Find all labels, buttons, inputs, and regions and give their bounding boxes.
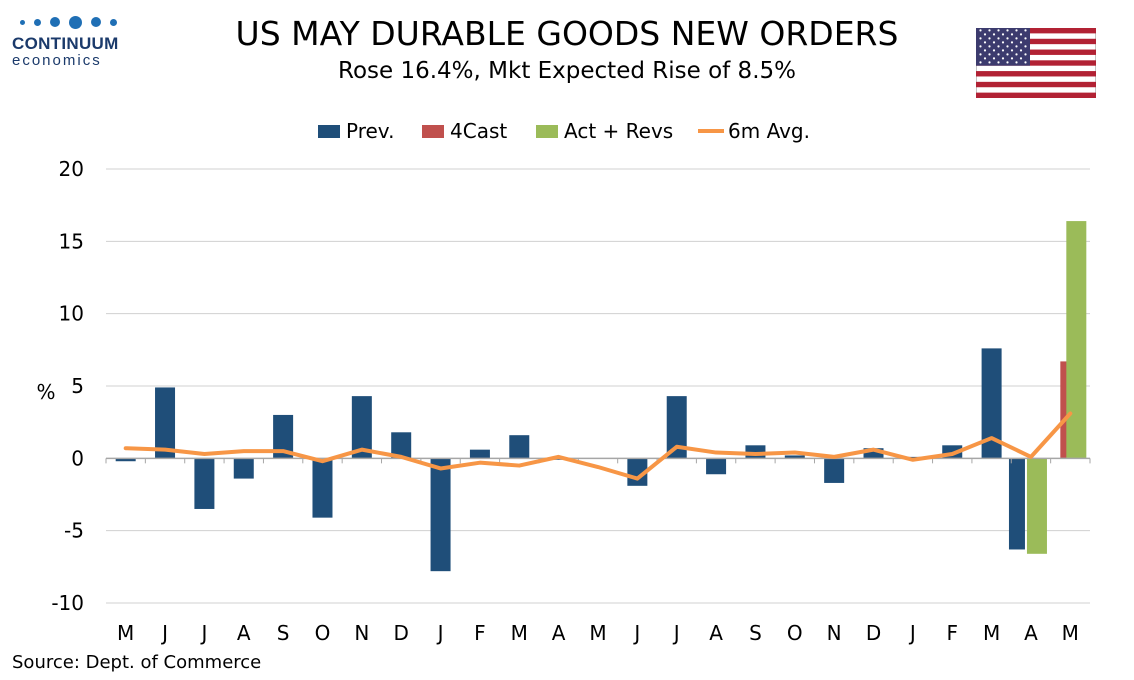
line-6m-avg <box>123 411 1073 481</box>
legend-label: 6m Avg. <box>728 119 810 143</box>
bar-prev <box>155 387 176 459</box>
y-tick-label: 15 <box>59 229 84 253</box>
bar-prev <box>194 458 215 509</box>
x-tick-label: M <box>1062 621 1079 645</box>
bar-prev <box>273 414 294 459</box>
bar-prev <box>430 458 451 572</box>
legend-swatch <box>318 125 340 138</box>
x-tick-label: J <box>672 621 680 645</box>
bar-prev <box>115 458 136 462</box>
bar-prev <box>233 458 254 479</box>
chart-subtitle: Rose 16.4%, Mkt Expected Rise of 8.5% <box>338 58 796 84</box>
bar-prev <box>391 432 412 459</box>
x-tick-label: A <box>709 621 723 645</box>
x-tick-label: N <box>827 621 842 645</box>
y-tick-label: 10 <box>59 302 84 326</box>
x-tick-label: A <box>237 621 251 645</box>
legend-swatch <box>536 125 558 138</box>
bar-prev <box>784 455 805 459</box>
logo-subtitle: economics <box>12 52 102 69</box>
bar-act-revs <box>1066 221 1087 459</box>
x-tick-label: J <box>160 621 168 645</box>
x-tick-label: N <box>354 621 369 645</box>
y-tick-label: -10 <box>51 591 84 615</box>
y-tick-label: 5 <box>71 374 84 398</box>
x-tick-label: O <box>787 621 803 645</box>
y-tick-label: 0 <box>71 446 84 470</box>
x-tick-label: F <box>474 621 486 645</box>
x-tick-label: A <box>552 621 566 645</box>
legend-swatch <box>422 125 444 138</box>
x-tick-label: M <box>983 621 1000 645</box>
us-flag-icon <box>976 28 1096 98</box>
x-tick-label: D <box>393 621 408 645</box>
bar-act-revs <box>1026 458 1047 554</box>
logo-wordmark: CONTINUUM <box>12 34 119 53</box>
logo-dots-icon <box>12 14 142 30</box>
x-tick-label: A <box>1024 621 1038 645</box>
x-tick-label: O <box>315 621 331 645</box>
legend-label: 4Cast <box>450 119 507 143</box>
x-tick-label: D <box>866 621 881 645</box>
x-tick-label: F <box>946 621 958 645</box>
x-tick-label: M <box>589 621 606 645</box>
x-tick-label: M <box>117 621 134 645</box>
x-tick-label: S <box>277 621 290 645</box>
bar-prev <box>351 396 372 459</box>
bar-prev <box>666 396 687 459</box>
bar-prev <box>509 435 530 459</box>
bar-prev <box>1008 458 1025 550</box>
bar-prev <box>824 458 845 483</box>
bar-prev <box>863 448 884 459</box>
bar-prev <box>469 449 490 459</box>
bar-prev <box>706 458 727 475</box>
legend-label: Act + Revs <box>564 119 673 143</box>
y-tick-label: -5 <box>64 519 84 543</box>
bar-4cast <box>1060 361 1069 459</box>
x-tick-label: M <box>511 621 528 645</box>
x-tick-label: S <box>749 621 762 645</box>
legend-label: Prev. <box>346 119 394 143</box>
y-tick-label: 20 <box>59 157 84 181</box>
x-tick-label: J <box>436 621 444 645</box>
chart-title: US MAY DURABLE GOODS NEW ORDERS <box>235 14 899 53</box>
x-tick-label: J <box>199 621 207 645</box>
continuum-logo: CONTINUUM economics <box>12 14 142 69</box>
x-tick-label: J <box>908 621 916 645</box>
x-tick-label: J <box>632 621 640 645</box>
bar-prev <box>312 458 333 518</box>
bar-prev <box>981 348 1002 459</box>
source-note: Source: Dept. of Commerce <box>12 652 262 673</box>
y-axis-label: % <box>36 380 55 404</box>
